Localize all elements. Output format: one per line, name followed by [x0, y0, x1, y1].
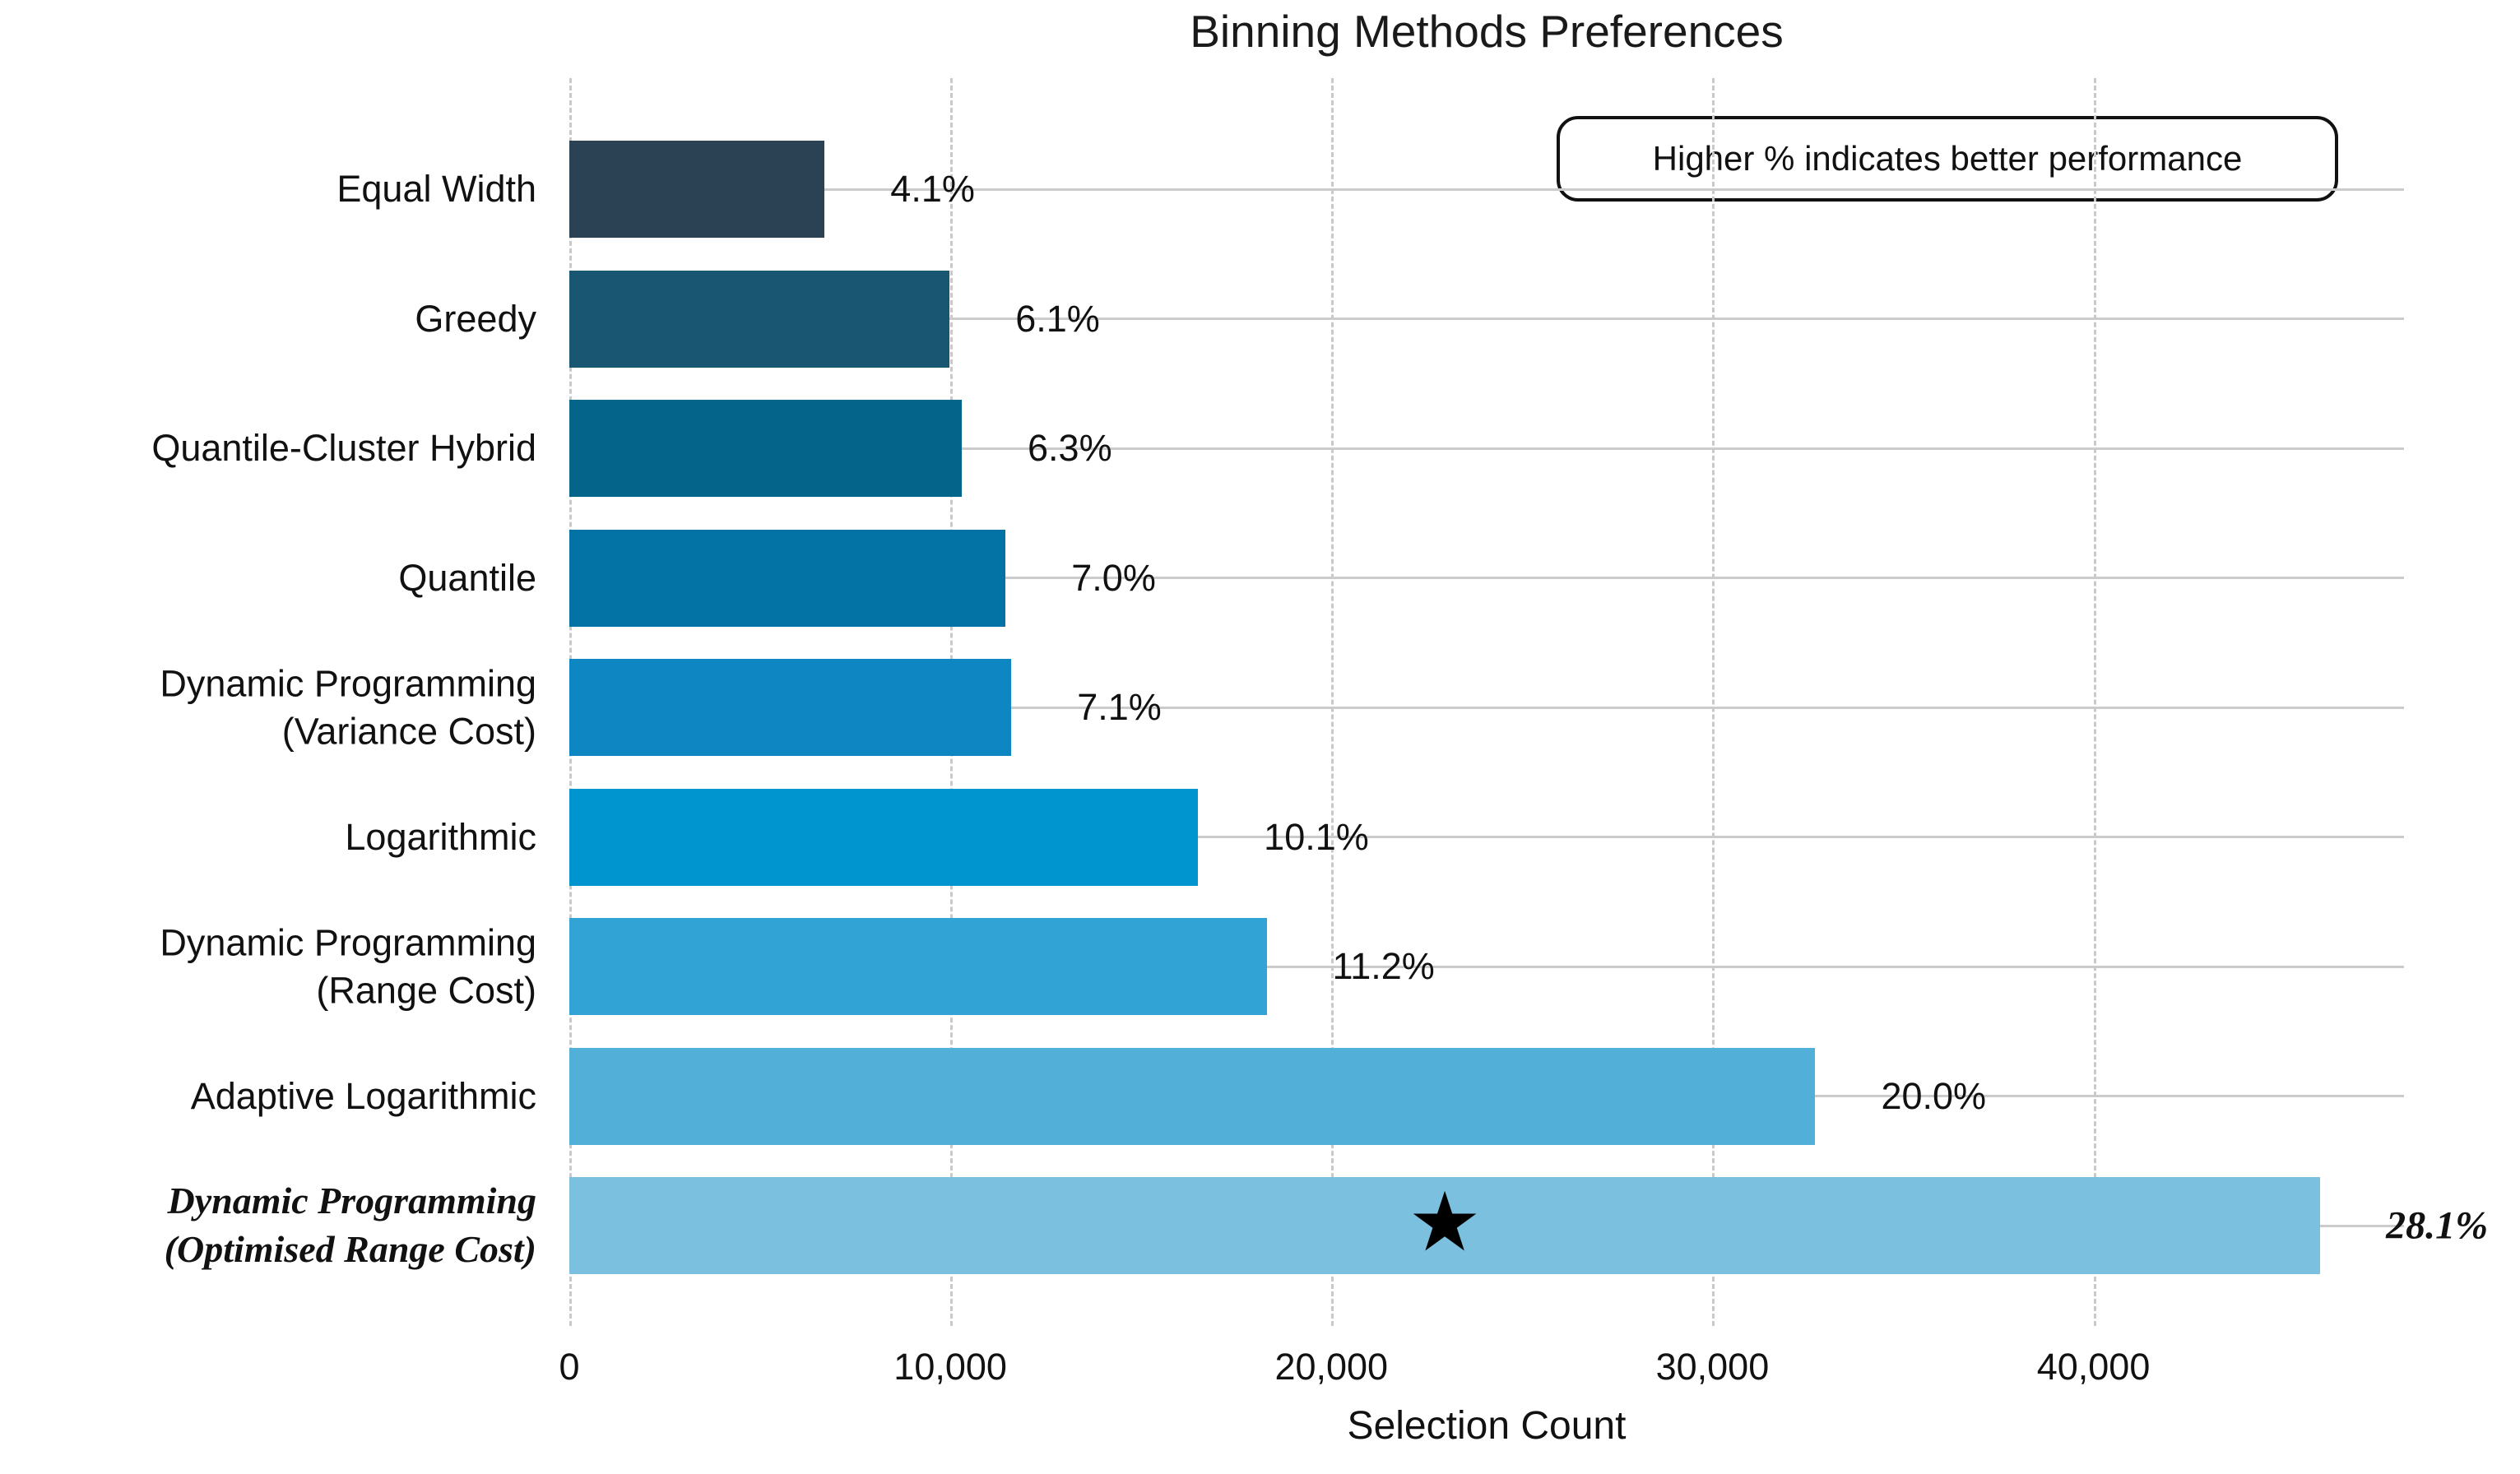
- category-label: Adaptive Logarithmic: [190, 1074, 536, 1117]
- category-label: Dynamic Programming (Variance Cost): [160, 662, 536, 752]
- row-gridline: [569, 965, 2404, 968]
- category-label: Quantile: [398, 556, 536, 599]
- vertical-gridline: [1331, 78, 1334, 1326]
- bar-value-label: 7.0%: [1071, 556, 1156, 599]
- x-tick-label: 20,000: [1274, 1346, 1389, 1388]
- star-marker: ★: [1408, 1176, 1482, 1268]
- x-tick-label: 0: [559, 1346, 580, 1388]
- row-gridline: [569, 577, 2404, 579]
- x-tick-label: 30,000: [1655, 1346, 1770, 1388]
- category-label: Greedy: [415, 297, 536, 340]
- row-gridline: [569, 706, 2404, 709]
- x-axis-label: Selection Count: [1347, 1404, 1627, 1448]
- x-tick-label: 40,000: [2036, 1346, 2151, 1388]
- bar-value-label: 11.2%: [1332, 945, 1435, 987]
- category-label: Logarithmic: [345, 815, 536, 858]
- annotation-text: Higher % indicates better performance: [1652, 139, 2243, 178]
- category-label: Dynamic Programming (Range Cost): [160, 921, 536, 1011]
- bar-value-label: 6.3%: [1028, 427, 1112, 469]
- bar: [569, 270, 950, 368]
- bar: [569, 400, 963, 497]
- x-tick-label: 10,000: [893, 1346, 1007, 1388]
- bar: [569, 141, 825, 238]
- row-gridline: [569, 447, 2404, 450]
- bar: [569, 529, 1006, 627]
- bar-value-label: 28.1%: [2386, 1203, 2489, 1248]
- row-gridline: [569, 836, 2404, 838]
- bar: [569, 1177, 2321, 1274]
- bar-value-label: 10.1%: [1264, 815, 1369, 858]
- category-label: Equal Width: [336, 168, 536, 211]
- bar-value-label: 7.1%: [1077, 686, 1162, 728]
- bar: [569, 659, 1012, 756]
- bar-value-label: 4.1%: [890, 168, 975, 210]
- bar-value-label: 6.1%: [1015, 297, 1100, 340]
- chart-title: Binning Methods Preferences: [1190, 6, 1784, 57]
- vertical-gridline: [2093, 78, 2096, 1326]
- bar: [569, 1047, 1816, 1145]
- annotation-box: Higher % indicates better performance: [1557, 116, 2338, 202]
- bar: [569, 788, 1199, 886]
- bar-value-label: 20.0%: [1881, 1074, 1987, 1117]
- category-label: Dynamic Programming (Optimised Range Cos…: [164, 1180, 536, 1270]
- row-gridline: [569, 188, 2404, 191]
- vertical-gridline: [1712, 78, 1715, 1326]
- bar: [569, 918, 1267, 1015]
- category-label: Quantile-Cluster Hybrid: [151, 427, 536, 470]
- row-gridline: [569, 318, 2404, 320]
